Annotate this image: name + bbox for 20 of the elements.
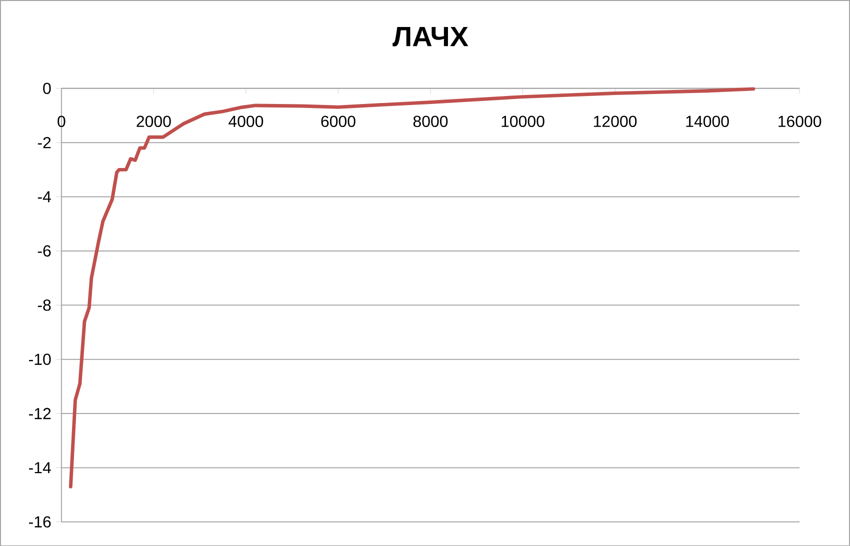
x-tick-label: 0 (58, 116, 66, 127)
x-tick-label: 2000 (136, 116, 171, 127)
x-tick-label: 16000 (778, 116, 822, 127)
chart-title: ЛАЧХ (392, 26, 468, 46)
y-tick-label: -8 (38, 299, 51, 311)
y-tick-label: -6 (38, 245, 51, 256)
x-tick-label: 6000 (321, 116, 356, 127)
y-tick-label: -16 (29, 516, 51, 528)
x-tick-label: 14000 (686, 116, 729, 127)
x-tick-label: 8000 (413, 116, 448, 127)
y-tick-label: -2 (38, 136, 51, 148)
y-tick-label: -10 (29, 353, 51, 365)
y-tick-label: -12 (29, 408, 51, 419)
y-tick-label: -14 (29, 462, 51, 474)
x-tick-label: 10000 (502, 116, 544, 127)
line-series (68, 87, 756, 488)
y-tick-label: 0 (43, 82, 51, 94)
y-tick-label: -4 (38, 191, 51, 202)
x-tick-label: 12000 (594, 116, 637, 127)
x-tick-label: 4000 (228, 116, 264, 127)
